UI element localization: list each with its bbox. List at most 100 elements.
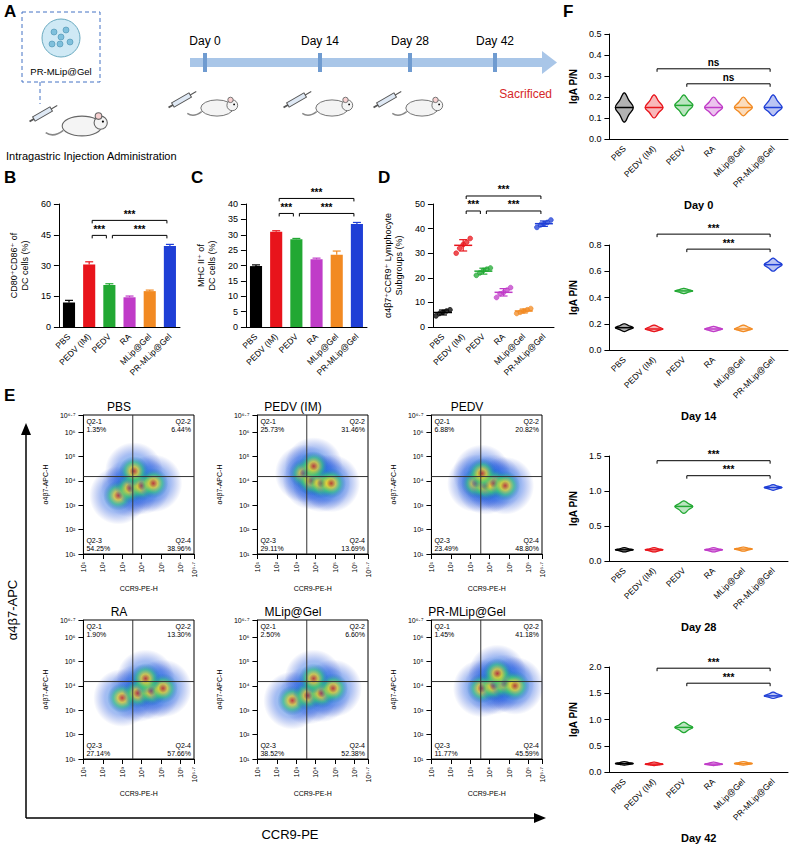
svg-text:DC cells (%): DC cells (%) [20,240,30,290]
svg-text:PR-MLip@Gel: PR-MLip@Gel [502,331,548,377]
svg-text:CCR9-PE-H: CCR9-PE-H [468,790,506,797]
svg-text:10³: 10³ [467,766,474,777]
svg-text:PR-MLip@Gel: PR-MLip@Gel [731,143,777,189]
svg-text:ns: ns [723,72,735,83]
svg-text:Q2-3: Q2-3 [260,537,276,545]
svg-text:Q2-1: Q2-1 [260,418,276,426]
svg-text:5: 5 [233,307,238,317]
svg-text:Day 28: Day 28 [681,621,716,633]
svg-text:6.44%: 6.44% [171,426,191,433]
svg-text:41.18%: 41.18% [515,631,539,638]
svg-text:RA: RA [702,354,718,370]
svg-text:0.2: 0.2 [589,92,602,102]
svg-text:***: *** [280,202,292,213]
svg-text:PEDV: PEDV [451,400,484,414]
svg-text:Q2-2: Q2-2 [523,623,539,631]
svg-text:10⁵: 10⁵ [158,562,165,573]
svg-text:6.88%: 6.88% [434,426,454,433]
svg-text:0.4: 0.4 [589,293,602,303]
svg-text:0.6: 0.6 [589,266,602,276]
svg-text:RA: RA [702,143,718,159]
svg-text:PBS: PBS [609,143,628,162]
svg-text:10⁴: 10⁴ [65,682,76,689]
svg-text:40: 40 [415,224,425,234]
svg-text:CD80⁺CD86⁺ of: CD80⁺CD86⁺ of [9,232,19,298]
svg-text:10³: 10³ [119,561,126,572]
svg-text:10¹: 10¹ [413,756,424,763]
svg-text:45: 45 [41,230,51,240]
svg-text:0.0: 0.0 [589,134,602,144]
svg-text:0: 0 [233,322,238,332]
svg-text:10³: 10³ [65,707,76,714]
svg-text:10⁶: 10⁶ [177,767,184,778]
svg-text:10⁶: 10⁶ [239,634,250,641]
svg-text:***: *** [321,202,333,213]
svg-text:0.0: 0.0 [589,767,602,777]
svg-text:15: 15 [228,276,238,286]
svg-text:α4β7-APC: α4β7-APC [5,580,20,641]
svg-text:Q2-4: Q2-4 [523,537,539,545]
svg-text:0.1: 0.1 [589,113,602,123]
svg-text:60: 60 [41,199,51,209]
svg-text:10⁵: 10⁵ [65,453,76,460]
svg-text:PEDV (IM): PEDV (IM) [264,400,321,414]
svg-text:10⁶: 10⁶ [413,429,424,436]
svg-text:RA: RA [702,776,718,792]
svg-text:PR-MLip@Gel: PR-MLip@Gel [428,605,506,619]
svg-text:***: *** [723,672,735,683]
svg-text:27.14%: 27.14% [86,750,110,757]
svg-text:10⁵: 10⁵ [65,658,76,665]
svg-text:***: *** [498,184,510,195]
svg-text:***: *** [708,449,720,460]
svg-text:Day 0: Day 0 [684,199,713,211]
svg-text:0.5: 0.5 [589,741,602,751]
svg-text:57.66%: 57.66% [167,750,191,757]
svg-text:29.11%: 29.11% [260,545,283,552]
svg-text:10³: 10³ [467,561,474,572]
svg-text:10: 10 [228,291,238,301]
svg-text:10²: 10² [447,766,454,777]
svg-text:Q2-4: Q2-4 [175,742,191,750]
svg-text:10⁶·⁷: 10⁶·⁷ [408,617,424,624]
svg-text:0.0: 0.0 [589,556,602,566]
svg-text:PBS: PBS [609,354,628,373]
svg-text:10²: 10² [239,731,250,738]
svg-text:0: 0 [420,322,425,332]
svg-text:10¹: 10¹ [254,561,261,572]
svg-text:PEDV: PEDV [89,331,113,355]
svg-text:A: A [4,2,16,21]
svg-text:***: *** [311,187,323,198]
svg-text:30: 30 [41,261,51,271]
svg-text:10⁴: 10⁴ [413,682,424,689]
svg-text:α4β7⁺CCR9⁺ Lymphocyte: α4β7⁺CCR9⁺ Lymphocyte [383,213,393,318]
svg-text:10⁶: 10⁶ [65,429,76,436]
svg-text:38.52%: 38.52% [260,750,284,757]
svg-text:10⁶: 10⁶ [65,634,76,641]
svg-text:1.35%: 1.35% [86,426,106,433]
svg-text:Q2-3: Q2-3 [260,742,276,750]
svg-text:10¹: 10¹ [239,756,250,763]
svg-text:PR-MLip@Gel: PR-MLip@Gel [315,331,361,377]
svg-text:Q2-4: Q2-4 [349,742,365,750]
svg-text:Q2-4: Q2-4 [523,742,539,750]
svg-text:***: *** [708,223,720,234]
svg-text:0.3: 0.3 [589,71,602,81]
svg-text:10⁶: 10⁶ [525,562,532,573]
svg-text:IgA P/N: IgA P/N [568,491,579,526]
svg-text:***: *** [134,224,146,235]
svg-text:13.69%: 13.69% [341,545,365,552]
svg-text:PEDV (IM): PEDV (IM) [57,331,93,367]
svg-text:CCR9-PE-H: CCR9-PE-H [120,585,158,592]
svg-text:30: 30 [228,230,238,240]
svg-text:Q2-3: Q2-3 [434,537,450,545]
svg-text:Sacrificed: Sacrificed [499,87,552,101]
svg-text:13.30%: 13.30% [167,631,191,638]
svg-text:10⁶·⁷: 10⁶·⁷ [408,412,424,419]
svg-text:PEDV: PEDV [664,776,688,800]
svg-text:25: 25 [228,245,238,255]
svg-text:10⁶·⁷: 10⁶·⁷ [539,767,546,783]
svg-text:PR-MLip@Gel: PR-MLip@Gel [731,354,777,400]
svg-text:1.0: 1.0 [589,486,602,496]
svg-text:10⁶·⁷: 10⁶·⁷ [191,562,198,578]
svg-text:PEDV (IM): PEDV (IM) [622,776,658,812]
